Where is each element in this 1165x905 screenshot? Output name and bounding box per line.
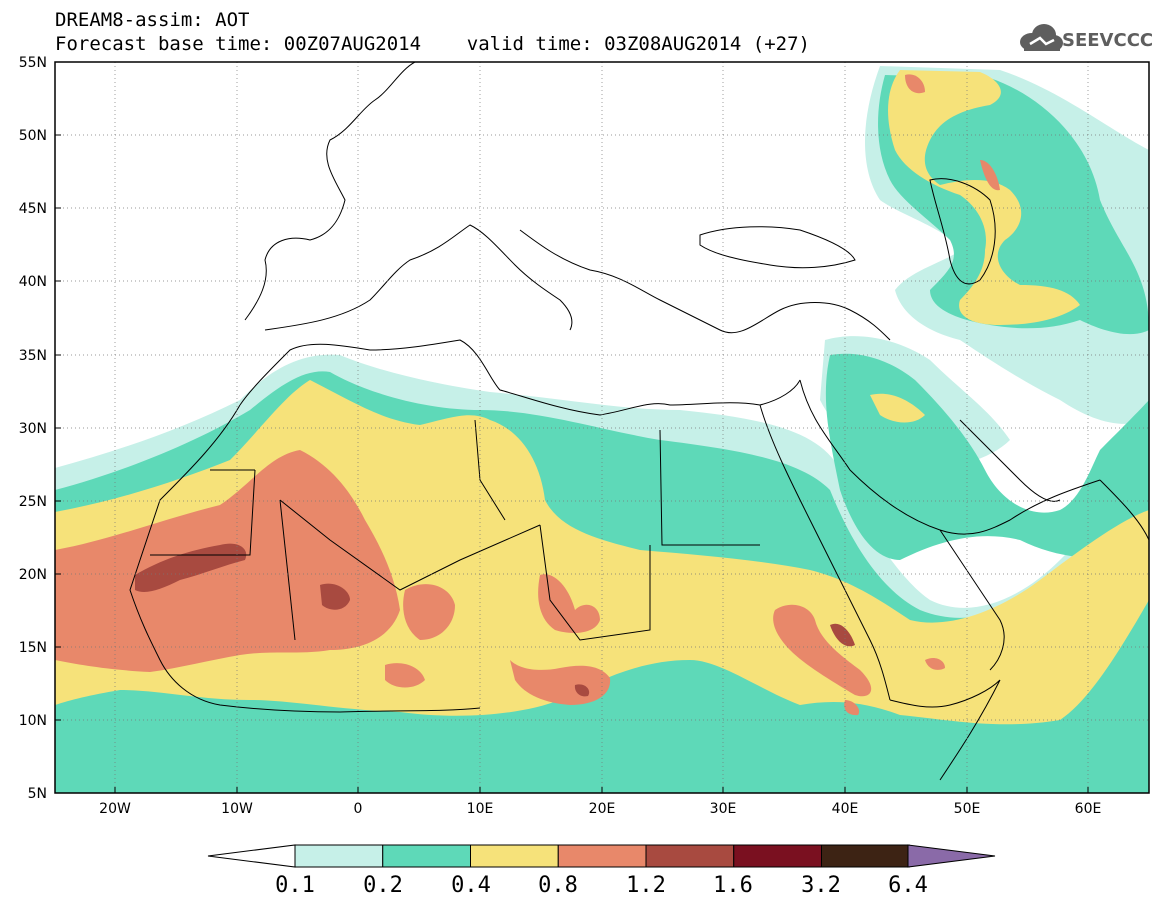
aot-level-0-8-area: [385, 663, 425, 688]
x-tick-label: 20E: [589, 801, 616, 817]
colorbar-swatch: [382, 844, 471, 868]
colorbar: 0.1 0.2 0.4 0.8 1.2 1.6 3.2 6.4: [207, 844, 996, 898]
logo-text: SEEVCCC: [1062, 30, 1154, 51]
colorbar-swatch: [733, 844, 822, 868]
colorbar-swatch: [294, 844, 384, 868]
y-tick-label: 50N: [19, 128, 47, 144]
colorbar-over-triangle: [907, 844, 996, 868]
y-tick-label: 5N: [28, 786, 47, 802]
x-tick-label: 0: [354, 801, 363, 817]
x-tick-label: 30E: [710, 801, 737, 817]
colorbar-label: 1.2: [626, 873, 666, 898]
seevccc-logo: [1020, 24, 1063, 51]
colorbar-label: 0.8: [538, 873, 578, 898]
x-tick-label: 60E: [1075, 801, 1102, 817]
aot-level-0-8-area: [980, 160, 1000, 191]
aot-level-0-8-area: [844, 700, 860, 716]
y-tick-label: 30N: [19, 421, 47, 437]
y-tick-label: 40N: [19, 274, 47, 290]
aot-level-0-8-area: [925, 657, 945, 670]
y-tick-label: 15N: [19, 640, 47, 656]
x-tick-label: 40E: [832, 801, 859, 817]
x-axis-labels: 20W 10W 0 10E 20E 30E 40E 50E 60E: [99, 801, 1101, 817]
aot-level-0-8-area: [403, 584, 455, 640]
colorbar-label: 1.6: [713, 873, 753, 898]
y-tick-label: 45N: [19, 201, 47, 217]
colorbar-labels: 0.1 0.2 0.4 0.8 1.2 1.6 3.2 6.4: [275, 873, 928, 898]
colorbar-swatch: [470, 844, 559, 868]
x-tick-label: 10E: [467, 801, 494, 817]
aot-level-0-8-area: [773, 604, 872, 697]
aot-level-1-2-area: [574, 684, 590, 697]
colorbar-under-triangle: [207, 844, 296, 868]
aot-level-1-2-area: [320, 583, 350, 610]
colorbar-label: 0.1: [275, 873, 315, 898]
colorbar-label: 0.2: [363, 873, 403, 898]
y-axis-labels: 55N 50N 45N 40N 35N 30N 25N 20N 15N 10N …: [19, 55, 47, 802]
y-tick-label: 25N: [19, 494, 47, 510]
colorbar-label: 3.2: [801, 873, 841, 898]
x-tick-label: 50E: [954, 801, 981, 817]
aot-level-1-2-area: [830, 623, 855, 647]
colorbar-swatch: [821, 844, 910, 868]
y-tick-label: 55N: [19, 55, 47, 71]
y-tick-label: 10N: [19, 713, 47, 729]
forecast-time-subtitle: Forecast base time: 00Z07AUG2014 valid t…: [55, 33, 810, 55]
colorbar-boxes: [294, 844, 910, 868]
map-title: DREAM8-assim: AOT: [55, 9, 250, 31]
aot-field: [55, 62, 1149, 793]
coastlines: [129, 62, 1149, 781]
colorbar-label: 0.4: [451, 873, 491, 898]
x-tick-label: 10W: [221, 801, 253, 817]
cloud-icon: [1020, 24, 1063, 51]
aot-level-1-2-area: [135, 543, 247, 592]
colorbar-swatch: [645, 844, 735, 868]
aot-level-0-4-area: [888, 70, 1080, 325]
colorbar-swatch: [557, 844, 647, 868]
x-tick-label: 20W: [99, 801, 131, 817]
aot-level-0-4-area: [870, 393, 925, 423]
y-tick-label: 35N: [19, 348, 47, 364]
aot-level-0-8-area: [538, 574, 600, 633]
y-tick-label: 20N: [19, 567, 47, 583]
colorbar-label: 6.4: [888, 873, 928, 898]
aot-level-0-8-area: [905, 74, 925, 94]
axis-ticks: [55, 134, 1089, 793]
